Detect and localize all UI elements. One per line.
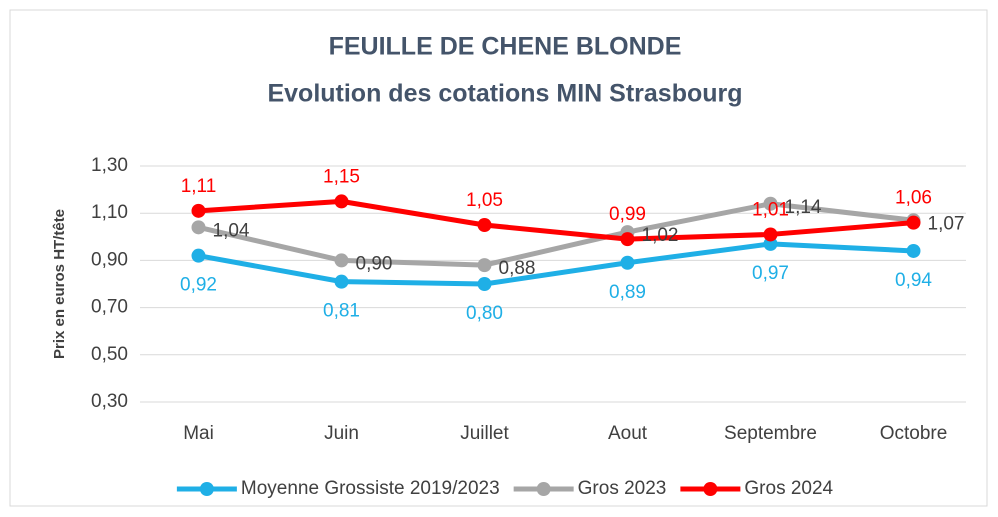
legend-label: Moyenne Grossiste 2019/2023	[241, 478, 500, 499]
y-tick-label: 0,70	[91, 297, 128, 318]
series-line	[198, 241, 914, 287]
chart-title: FEUILLE DE CHENE BLONDE	[329, 33, 682, 61]
data-label: 0,90	[356, 253, 393, 274]
data-point	[191, 220, 206, 235]
data-point	[906, 243, 921, 258]
data-label: 0,97	[752, 263, 789, 284]
data-label: 0,92	[180, 275, 217, 296]
data-point	[191, 203, 206, 218]
legend-swatch-marker	[199, 482, 214, 496]
chart-subtitle: Evolution des cotations MIN Strasbourg	[267, 80, 742, 108]
data-label: 0,89	[609, 282, 646, 303]
data-label: 1,15	[323, 166, 360, 187]
data-point	[620, 255, 635, 270]
data-label: 1,07	[928, 213, 965, 234]
data-point	[334, 274, 349, 289]
data-label: 0,80	[466, 303, 503, 324]
data-point	[477, 277, 492, 291]
x-tick-label: Octobre	[880, 423, 948, 444]
data-point	[906, 215, 921, 230]
x-tick-label: Juin	[324, 423, 359, 444]
y-tick-label: 1,10	[91, 202, 128, 223]
data-label: 1,11	[181, 176, 217, 197]
series-line	[197, 201, 914, 268]
y-tick-label: 0,30	[91, 391, 128, 412]
series-line	[198, 198, 914, 242]
data-label: 1,04	[213, 220, 250, 241]
data-label: 0,99	[609, 204, 646, 225]
data-point	[334, 194, 349, 209]
data-point	[477, 218, 492, 232]
x-tick-label: Aout	[608, 423, 648, 444]
legend-swatch-marker	[536, 482, 551, 496]
data-label: 0,88	[499, 258, 536, 279]
data-label: 1,14	[785, 197, 822, 218]
legend-label: Gros 2024	[744, 478, 833, 499]
data-label: 1,05	[466, 190, 503, 211]
data-point	[763, 196, 778, 211]
chart-border	[9, 9, 988, 507]
legend-label: Gros 2023	[578, 478, 667, 499]
data-point	[334, 253, 349, 268]
x-tick-label: Juillet	[460, 423, 509, 444]
data-point	[763, 227, 778, 242]
y-tick-label: 1,30	[91, 155, 128, 176]
data-label: 1,01	[752, 199, 789, 220]
data-point	[477, 258, 492, 273]
y-axis-label: Prix en euros HT/tête	[51, 209, 68, 359]
x-tick-label: Septembre	[724, 423, 817, 444]
data-label: 0,81	[323, 301, 360, 322]
data-label: 1,02	[642, 225, 679, 246]
data-point	[620, 232, 635, 247]
y-tick-label: 0,90	[91, 249, 128, 270]
data-label: 1,06	[895, 188, 932, 209]
legend-swatch-marker	[703, 482, 718, 496]
data-label: 0,94	[895, 270, 932, 291]
y-tick-label: 0,50	[91, 344, 128, 365]
x-tick-label: Mai	[183, 423, 214, 444]
data-point	[191, 248, 206, 263]
